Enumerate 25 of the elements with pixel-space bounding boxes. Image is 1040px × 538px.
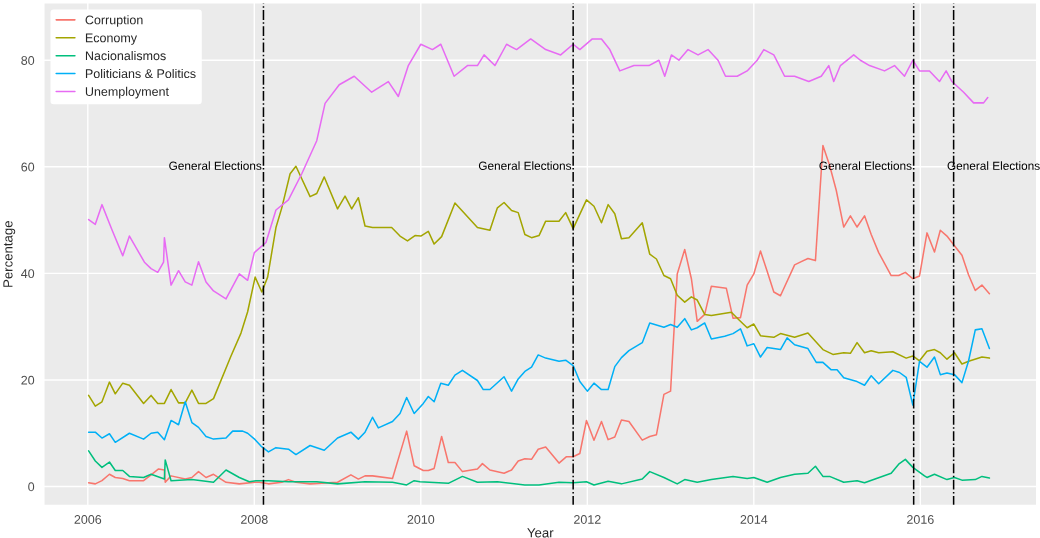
line-series (87, 144, 991, 485)
legend-label: Economy (85, 33, 138, 45)
x-axis-title: Year (527, 528, 554, 538)
x-tick-label: 2008 (241, 515, 268, 524)
x-tick-label: 2014 (740, 515, 768, 524)
y-tick-label: 40 (21, 269, 35, 279)
ref-line-label: General Elections (947, 161, 1040, 170)
legend-label: Nacionalismos (85, 50, 166, 61)
x-tick-label: 2006 (74, 515, 102, 524)
legend-label: Unemployment (85, 86, 169, 99)
x-tick-label: 2012 (574, 515, 601, 524)
x-tick-label: 2010 (407, 515, 435, 524)
x-tick-label: 2016 (907, 515, 934, 524)
line-series (87, 317, 991, 456)
ref-line-label: General Elections (478, 161, 572, 170)
y-axis-title: Percentage (3, 221, 16, 287)
line-series (87, 450, 991, 486)
y-tick-label: 20 (21, 375, 35, 385)
y-tick-label: 60 (21, 162, 35, 172)
y-tick-label: 80 (21, 56, 35, 65)
y-tick-label: 0 (28, 482, 35, 492)
legend-label: Politicians & Politics (85, 68, 196, 79)
ref-line-label: General Elections (169, 161, 262, 170)
ref-line-label: General Elections (819, 161, 912, 170)
legend-label: Corruption (85, 15, 143, 27)
